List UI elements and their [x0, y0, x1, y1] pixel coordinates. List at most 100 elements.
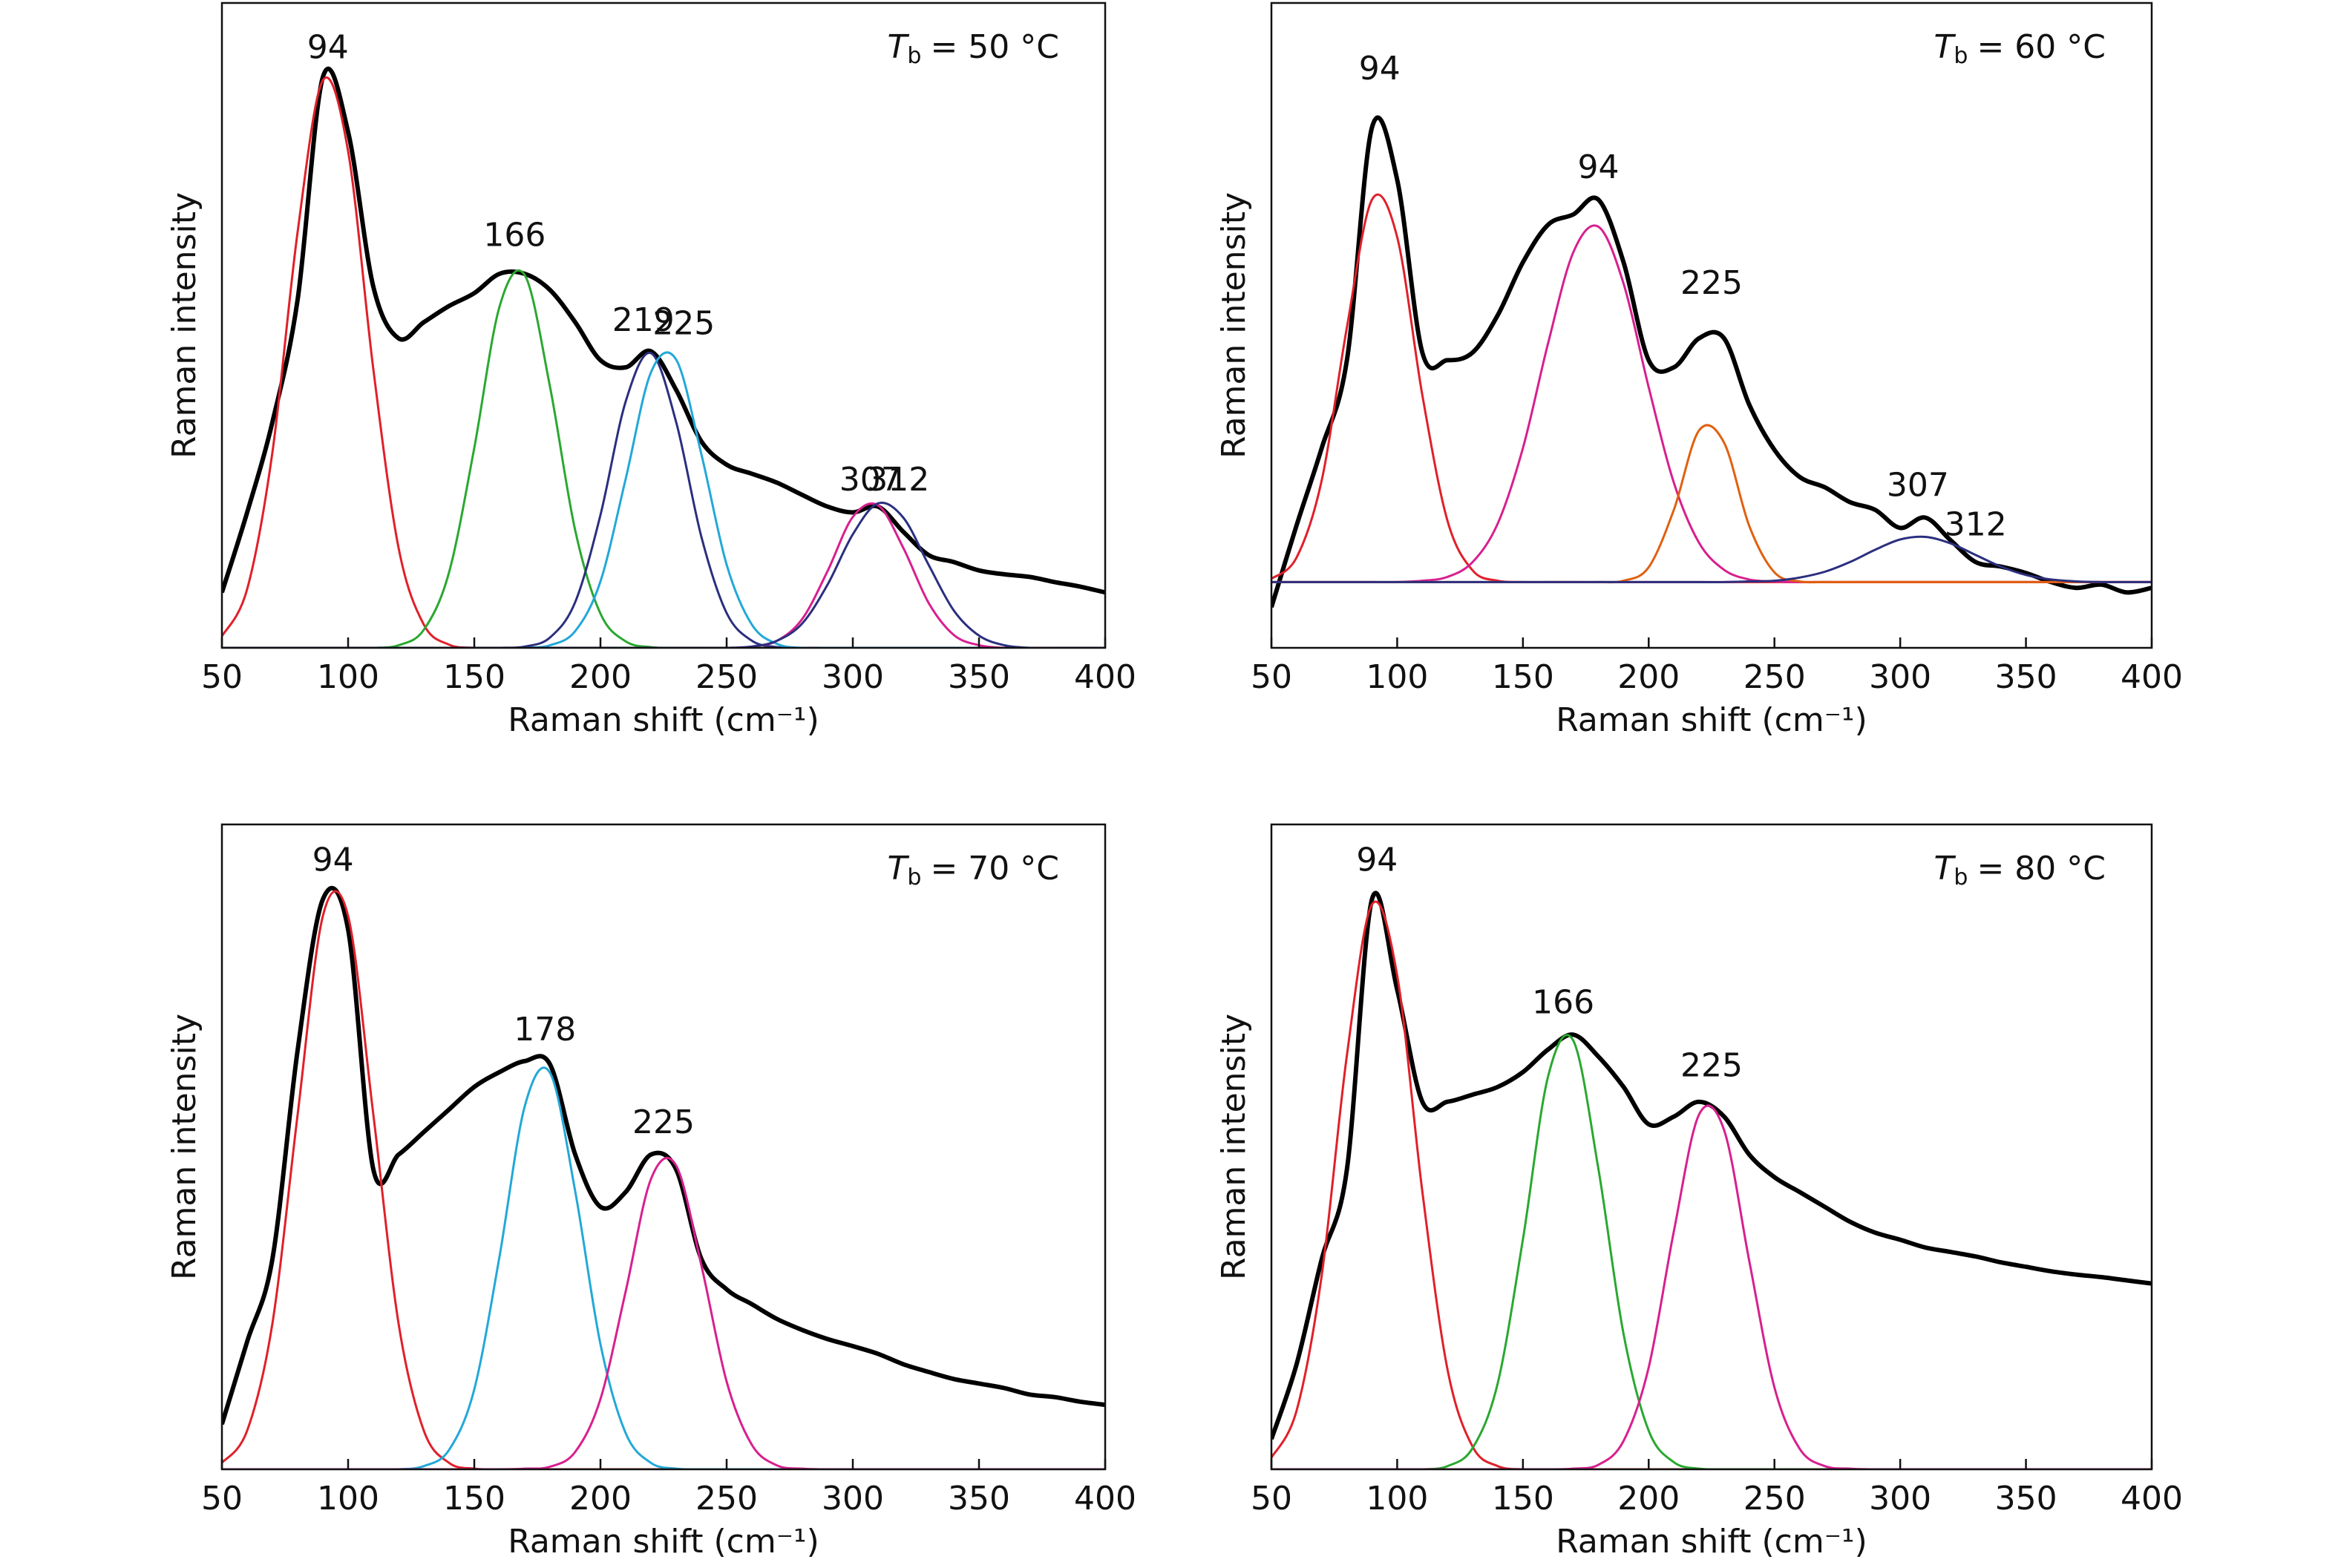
x-tick-label: 250 [695, 658, 758, 696]
spectrum-line [222, 1157, 1105, 1469]
x-tick-label: 300 [822, 658, 884, 696]
spectrum-line [1271, 535, 2152, 583]
x-tick-label: 400 [1074, 1480, 1136, 1518]
title-subscript: b [1954, 865, 1968, 890]
x-tick-label: 400 [2121, 1480, 2183, 1518]
spectrum-line [222, 885, 1105, 1426]
x-axis-label: Raman shift (cm⁻¹) [1556, 701, 1867, 739]
spectrum-line [222, 76, 1105, 648]
x-tick-label: 50 [201, 658, 243, 696]
title-symbol: T [1934, 28, 1956, 66]
plot-frame [1270, 823, 2153, 1471]
title-text: = 60 °C [1977, 28, 2106, 66]
title-symbol: T [1934, 850, 1956, 888]
y-axis-label: Raman intensity [1215, 1014, 1253, 1280]
peak-label: 219 [612, 301, 675, 339]
peak-label: 225 [652, 305, 715, 343]
x-axis-label: Raman shift (cm⁻¹) [1556, 1523, 1867, 1561]
x-tick-label: 200 [569, 658, 632, 696]
panel-title: Tb = 70 °C [888, 850, 1060, 890]
x-tick-label: 50 [1251, 658, 1292, 696]
panel: 50 100 150 200 250 300 350 400 Raman shift (cm⁻¹… [1215, 823, 2183, 1561]
x-tick-label: 150 [1492, 1480, 1554, 1518]
title-subscript: b [907, 865, 921, 890]
peak-label: 307 [839, 461, 902, 499]
panel-title: Tb = 80 °C [1934, 850, 2106, 890]
x-tick-label: 350 [948, 658, 1010, 696]
panel: 50 100 150 200 250 300 350 400 Raman shift (cm⁻¹… [1215, 1, 2183, 739]
x-tick-label: 200 [1617, 1480, 1680, 1518]
spectrum-line [222, 502, 1105, 648]
spectrum-line [222, 890, 1105, 1469]
peak-label: 225 [1680, 264, 1743, 302]
x-tick-label: 50 [201, 1480, 243, 1518]
peak-label: 94 [1578, 148, 1620, 186]
spectrum-line [1271, 900, 2152, 1469]
plot-area [1271, 115, 2152, 608]
peak-label: 312 [867, 461, 929, 499]
x-tick-label: 200 [1617, 658, 1680, 696]
x-tick-label: 300 [822, 1480, 884, 1518]
x-tick-label: 250 [695, 1480, 758, 1518]
x-tick-label: 350 [1995, 658, 2057, 696]
x-axis-label: Raman shift (cm⁻¹) [508, 701, 819, 739]
x-tick-label: 300 [1869, 658, 1931, 696]
spectrum-line [1271, 1104, 2152, 1469]
x-tick-label: 350 [948, 1480, 1010, 1518]
plot-frame [1270, 1, 2153, 649]
x-tick-label: 200 [569, 1480, 632, 1518]
plot-area [222, 885, 1105, 1469]
peak-label: 312 [1945, 506, 2007, 544]
peak-label: 225 [1680, 1047, 1743, 1085]
x-tick-label: 150 [1492, 658, 1554, 696]
y-axis-label: Raman intensity [1215, 192, 1253, 459]
spectrum-line [222, 352, 1105, 648]
peak-label: 94 [312, 841, 354, 879]
panel: 50 100 150 200 250 300 350 400 Raman shift (cm⁻¹… [166, 1, 1136, 739]
title-symbol: T [888, 28, 910, 66]
x-tick-label: 100 [317, 658, 379, 696]
title-text: = 70 °C [930, 850, 1059, 888]
x-tick-label: 400 [1074, 658, 1136, 696]
spectrum-line [1271, 1034, 2152, 1469]
peak-label: 307 [1887, 467, 1949, 505]
spectrum-line [222, 351, 1105, 648]
spectrum-line [222, 502, 1105, 648]
plot-frame [220, 1, 1107, 649]
x-tick-label: 350 [1995, 1480, 2057, 1518]
x-tick-label: 50 [1251, 1480, 1292, 1518]
title-text: = 50 °C [930, 28, 1059, 66]
peak-label: 94 [1356, 841, 1398, 879]
y-axis-label: Raman intensity [166, 192, 203, 459]
peak-label: 166 [483, 216, 546, 254]
x-tick-label: 100 [1366, 1480, 1428, 1518]
x-tick-label: 250 [1743, 658, 1806, 696]
x-axis-label: Raman shift (cm⁻¹) [508, 1523, 819, 1561]
spectrum-line [1271, 890, 2152, 1440]
plot-area [222, 66, 1105, 648]
peak-label: 225 [632, 1103, 695, 1141]
y-axis-label: Raman intensity [166, 1014, 203, 1280]
x-tick-label: 300 [1869, 1480, 1931, 1518]
panel-title: Tb = 50 °C [888, 28, 1060, 69]
spectrum-line [222, 1066, 1105, 1469]
plot-frame [220, 823, 1107, 1471]
spectrum-line [222, 66, 1105, 595]
spectrum-line [1271, 115, 2152, 608]
title-subscript: b [1954, 43, 1968, 69]
title-symbol: T [888, 850, 910, 888]
plot-area [1271, 890, 2152, 1469]
peak-label: 94 [1359, 50, 1401, 88]
panel-title: Tb = 60 °C [1934, 28, 2106, 69]
x-tick-label: 150 [443, 658, 505, 696]
x-tick-label: 400 [2121, 658, 2183, 696]
spectrum-line [1271, 193, 2152, 584]
peak-label: 178 [514, 1011, 576, 1049]
title-text: = 80 °C [1977, 850, 2106, 888]
peak-label: 166 [1532, 983, 1594, 1021]
x-tick-label: 150 [443, 1480, 505, 1518]
title-subscript: b [907, 43, 921, 69]
peak-label: 94 [307, 29, 349, 67]
x-tick-label: 100 [317, 1480, 379, 1518]
